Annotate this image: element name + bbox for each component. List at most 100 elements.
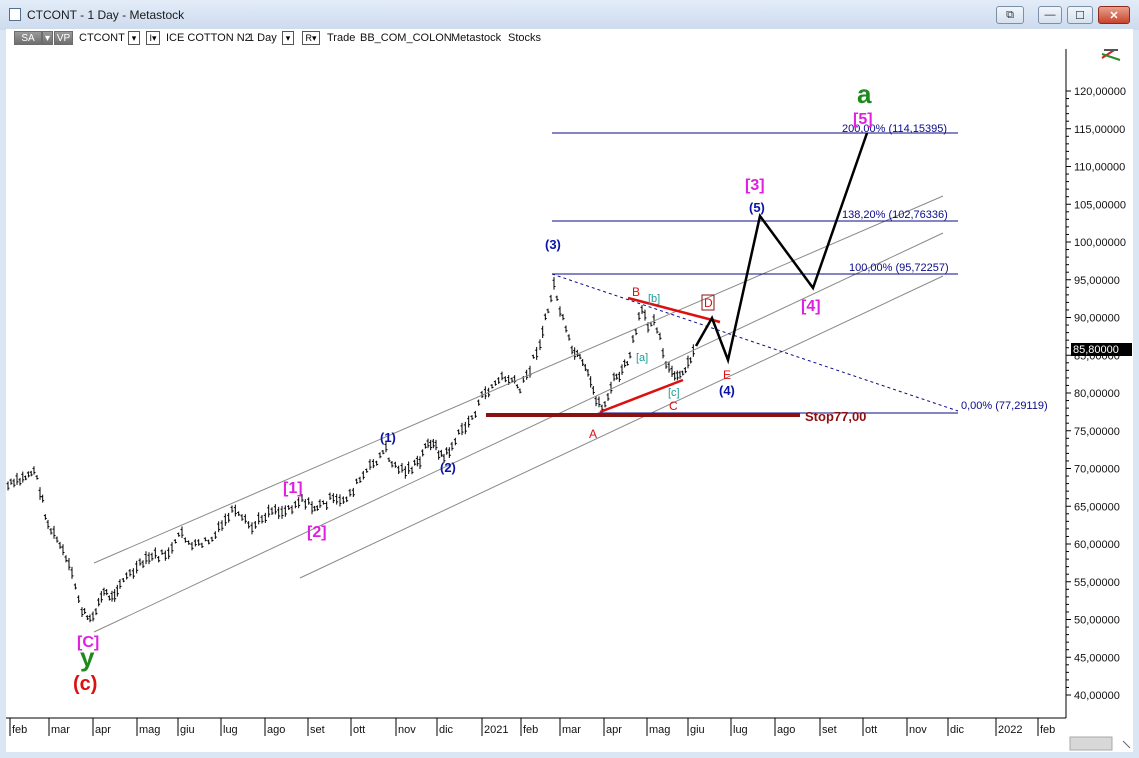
wave-label-3-minor: (3) (545, 237, 561, 252)
horizontal-scrollbar-thumb[interactable] (1069, 736, 1113, 751)
period-dropdown-icon[interactable]: ▾ (282, 31, 294, 45)
triangle-upper-trendline (627, 296, 721, 324)
time-tick-label: feb (523, 724, 538, 736)
fib-200-label: 200,00% (114,15395) (842, 123, 947, 135)
wave-label-5-minor: (5) (749, 200, 765, 215)
symbol-label: CTCONT (79, 32, 125, 44)
wave-label-B: B (632, 285, 640, 299)
wave-label-5-major: [5] (853, 111, 873, 128)
price-tick-label: 55,00000 (1074, 577, 1120, 589)
wave-label-C: C (669, 399, 678, 413)
app-icon (9, 8, 21, 21)
time-tick-label: mag (649, 724, 670, 736)
wave-label-E: E (723, 368, 731, 382)
time-tick-label: mar (562, 724, 581, 736)
candlestick-series (6, 277, 695, 623)
wave-labels: a [5] [3] (5) [4] (3) B [b] D [a] [c] C … (73, 79, 873, 695)
r-dropdown-icon: ▾ (311, 32, 317, 43)
price-tick-label: 75,00000 (1074, 426, 1120, 438)
wave-label-a-small: [a] (636, 352, 648, 364)
trade-label[interactable]: Trade (327, 32, 356, 44)
instrument-menu-icon[interactable]: I▾ (146, 31, 160, 45)
time-tick-label: mar (51, 724, 70, 736)
price-tick-label: 45,00000 (1074, 652, 1120, 664)
vp-button[interactable]: VP (54, 31, 73, 45)
resize-grip-icon[interactable] (1122, 740, 1131, 749)
wave-label-b-small: [b] (648, 293, 660, 305)
wave-label-2-major: [2] (307, 524, 327, 541)
sa-button[interactable]: SA (14, 31, 42, 45)
time-tick-label: apr (95, 724, 111, 736)
time-tick-label: apr (606, 724, 622, 736)
period-label: 1 Day (248, 32, 277, 44)
time-tick-label: set (822, 724, 837, 736)
wave-label-3-major: [3] (745, 177, 765, 194)
time-tick-label: giu (690, 724, 705, 736)
price-tick-label: 40,00000 (1074, 690, 1120, 702)
price-tick-label: 60,00000 (1074, 539, 1120, 551)
price-tick-label: 90,00000 (1074, 313, 1120, 325)
price-tick-label: 100,00000 (1074, 237, 1126, 249)
wave-label-4-minor: (4) (719, 383, 735, 398)
current-price-marker: 85,80000 (1071, 343, 1132, 356)
price-tick-label: 105,00000 (1074, 199, 1126, 211)
wave-label-D-box (701, 294, 715, 311)
wave-label-D: D (704, 296, 713, 310)
time-tick-label: nov (398, 724, 416, 736)
time-tick-label: ott (353, 724, 365, 736)
r-button[interactable]: R ▾ (302, 31, 320, 45)
minimize-button[interactable]: — (1038, 6, 1062, 24)
triangle-lower-trendline (599, 378, 684, 414)
time-tick-label: 2022 (998, 724, 1022, 736)
channel-upper-line (93, 195, 944, 564)
wave-label-a: a (857, 79, 872, 109)
wave-label-C-major: [C] (77, 634, 99, 651)
scrollbar-area (6, 736, 1133, 752)
time-tick-label: feb (1040, 724, 1055, 736)
time-tick-label: set (310, 724, 325, 736)
stop-label: Stop77,00 (805, 409, 866, 424)
source-label: Metastock (451, 32, 502, 44)
time-tick-label: feb (12, 724, 27, 736)
price-chart[interactable]: 120,00000 115,00000 110,00000 105,00000 100,… (6, 49, 1133, 752)
time-tick-label: dic (950, 724, 965, 736)
symbol-dropdown-icon[interactable]: ▾ (128, 31, 140, 45)
wave-label-A: A (589, 427, 597, 441)
time-tick-label: lug (223, 724, 238, 736)
feed-label: BB_COM_COLON (360, 32, 452, 44)
wave-label-2-minor: (2) (440, 460, 456, 475)
current-price-box (1071, 343, 1132, 356)
time-tick-label: dic (439, 724, 454, 736)
time-tick-label: nov (909, 724, 927, 736)
price-tick-label: 95,00000 (1074, 275, 1120, 287)
price-tick-label: 110,00000 (1074, 162, 1125, 174)
sa-dropdown-icon[interactable]: ▾ (42, 31, 53, 45)
price-axis-panel (1066, 49, 1133, 718)
wave-label-c-small: [c] (668, 387, 680, 399)
chart-toolbar: SA ▾ VP CTCONT ▾ I▾ ICE COTTON N2 1 Day … (6, 29, 1133, 50)
restore-icon[interactable]: ⧉ (996, 6, 1024, 24)
time-tick-label: 2021 (484, 724, 508, 736)
fib-138-label: 138,20% (102,76336) (842, 209, 948, 221)
price-axis-ticks: 120,00000 115,00000 110,00000 105,00000 100,… (1066, 86, 1126, 702)
maximize-button[interactable]: ☐ (1067, 6, 1093, 24)
toolbox-icon-green (1101, 53, 1121, 61)
wave-label-y: y (80, 642, 95, 672)
current-price-label: 85,80000 (1073, 344, 1119, 356)
wave-label-1-major: [1] (283, 480, 303, 497)
projected-wave-path (694, 132, 869, 365)
title-bar[interactable]: CTCONT - 1 Day - Metastock ⧉ — ☐ ✕ (0, 0, 1139, 30)
price-tick-label: 70,00000 (1074, 464, 1120, 476)
price-tick-label: 120,00000 (1074, 86, 1126, 98)
close-button[interactable]: ✕ (1098, 6, 1130, 24)
time-tick-label: lug (733, 724, 748, 736)
trend-channel (93, 195, 944, 633)
price-tick-label: 115,00000 (1074, 124, 1125, 136)
toolbox-icon[interactable] (1101, 49, 1122, 61)
time-axis: feb mar apr mag giu lug ago set ott nov dic 2021 feb… (9, 718, 1055, 736)
channel-lower-line (93, 232, 944, 633)
wave-label-4-major: [4] (801, 298, 821, 315)
channel-base-line (299, 275, 944, 579)
window-title: CTCONT - 1 Day - Metastock (27, 8, 185, 22)
